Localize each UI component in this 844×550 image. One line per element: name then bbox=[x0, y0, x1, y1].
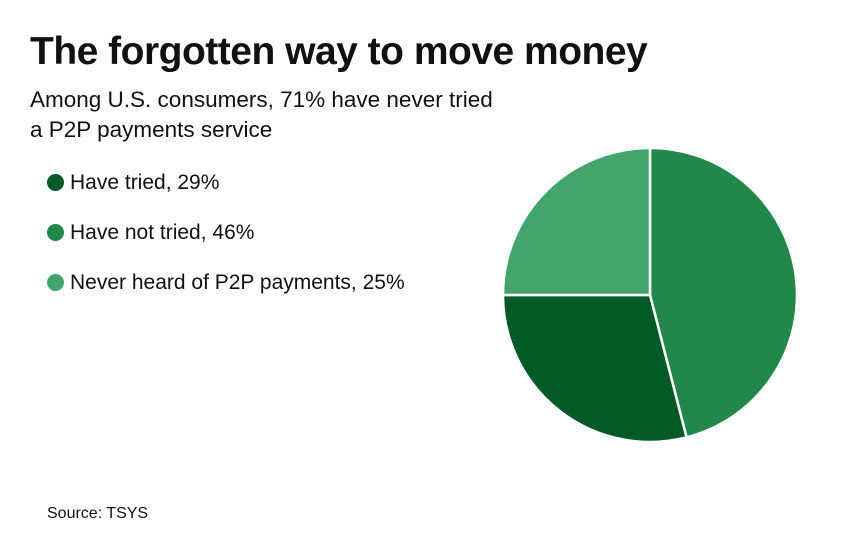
pie-slice-have-tried bbox=[501, 293, 688, 444]
legend-label: Have tried, 29% bbox=[70, 170, 220, 194]
legend: Have tried, 29% Have not tried, 46% Neve… bbox=[47, 170, 405, 320]
pie-slice-never-heard-of-p2p-payments bbox=[501, 146, 652, 297]
source-note: Source: TSYS bbox=[47, 505, 149, 522]
pie-slice-have-not-tried bbox=[648, 146, 799, 439]
legend-dot-icon bbox=[47, 224, 64, 241]
legend-dot-icon bbox=[47, 274, 64, 291]
pie-chart bbox=[501, 146, 799, 444]
legend-label: Have not tried, 46% bbox=[70, 220, 255, 244]
chart-title: The forgotten way to move money bbox=[30, 30, 648, 73]
legend-item-never-heard: Never heard of P2P payments, 25% bbox=[47, 270, 405, 295]
legend-item-have-not-tried: Have not tried, 46% bbox=[47, 220, 405, 245]
legend-item-have-tried: Have tried, 29% bbox=[47, 170, 405, 195]
chart-subtitle: Among U.S. consumers, 71% have never tri… bbox=[30, 87, 493, 142]
legend-dot-icon bbox=[47, 174, 64, 191]
legend-label: Never heard of P2P payments, 25% bbox=[70, 270, 405, 294]
